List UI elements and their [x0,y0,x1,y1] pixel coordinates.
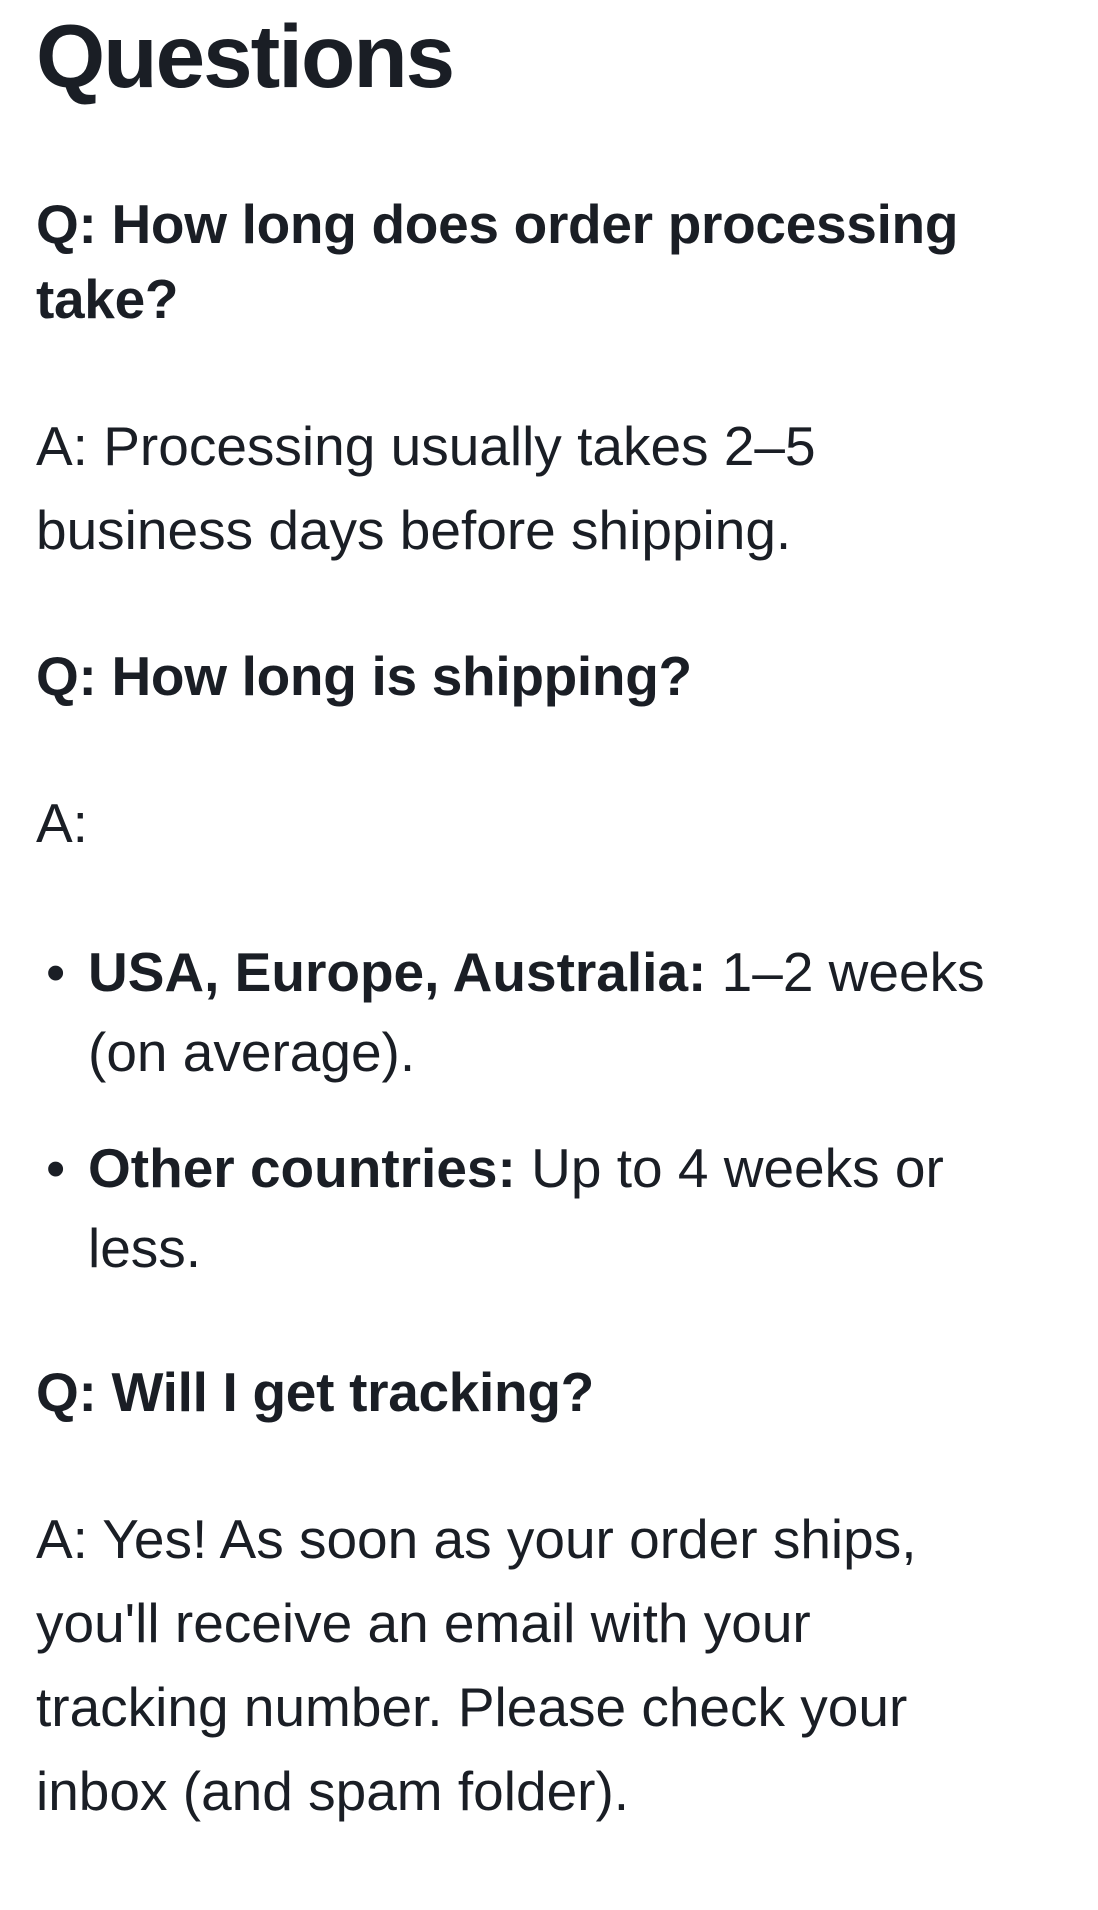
faq-answer-tracking: A: Yes! As soon as your order ships, you… [36,1507,917,1822]
list-item-usa-europe-australia: • USA, Europe, Australia: 1–2 weeks (on a… [36,932,1062,1092]
shipping-times-list: • USA, Europe, Australia: 1–2 weeks (on a… [36,932,1062,1288]
list-item-other-countries: • Other countries: Up to 4 weeks or less. [36,1128,1062,1288]
faq-answer-processing: A: Processing usually takes 2–5 business… [36,414,816,561]
list-item-lead: Other countries: [88,1136,516,1199]
page-title: Questions [36,6,455,106]
faq-question-shipping: Q: How long is shipping? [36,644,692,707]
faq-question-tracking: Q: Will I get tracking? [36,1360,594,1423]
faq-answer-shipping-label: A: [36,791,88,854]
faq-question-processing: Q: How long does order processing take? [36,192,959,330]
bullet-icon: • [46,940,66,1003]
list-item-rest: Up to 4 weeks or less. [88,1136,944,1279]
bullet-icon: • [46,1136,66,1199]
list-item-rest: 1–2 weeks (on average). [88,940,985,1083]
list-item-lead: USA, Europe, Australia: [88,940,707,1003]
